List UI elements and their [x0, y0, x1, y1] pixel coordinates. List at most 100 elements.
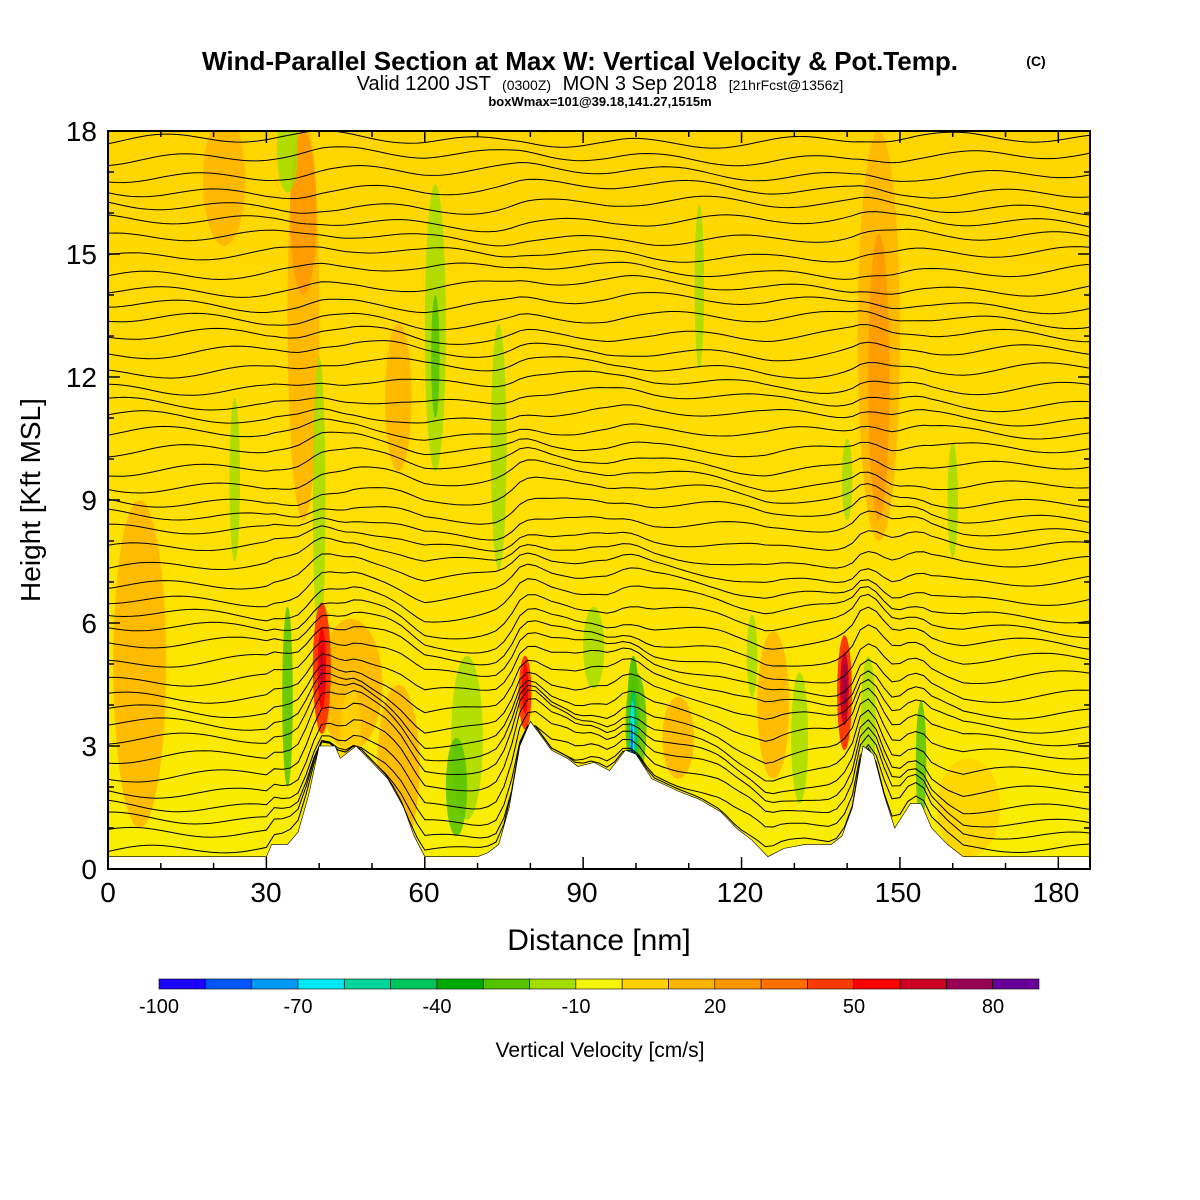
colorbar-swatch — [668, 978, 716, 990]
x-tick-label: 60 — [408, 877, 439, 908]
theta-contour — [108, 228, 1090, 247]
velocity-region — [583, 606, 605, 689]
theta-contour — [108, 525, 1090, 552]
theta-contour — [108, 178, 1090, 200]
colorbar-tick-label: 80 — [982, 996, 1004, 1018]
y-tick-label: 3 — [81, 731, 97, 762]
x-axis-label: Distance [nm] — [507, 924, 690, 957]
theta-contour — [108, 563, 1090, 608]
plot-area — [108, 131, 1090, 869]
colorbar-swatch — [297, 978, 345, 990]
y-tick-label: 18 — [66, 116, 97, 147]
theta-contour — [108, 404, 1090, 427]
theta-contour — [108, 161, 1090, 184]
theta-contour — [108, 356, 1090, 379]
x-axis: 0 30 60 90 120 150 180 Distance [nm] — [100, 877, 1079, 957]
velocity-core — [319, 645, 324, 691]
colorbar-swatch — [899, 978, 947, 990]
velocity-region — [746, 614, 758, 697]
theta-contour — [108, 645, 1090, 704]
y-tick-label: 6 — [81, 608, 97, 639]
theta-contour — [108, 386, 1090, 413]
y-tick-label: 15 — [66, 239, 97, 270]
velocity-region — [282, 606, 293, 787]
colorbar-swatch — [205, 978, 252, 990]
theta-contour — [108, 418, 1090, 441]
velocity-region — [319, 618, 383, 751]
colorbar-swatch — [714, 978, 762, 990]
velocity-region — [936, 758, 1001, 857]
theta-contour — [108, 620, 1090, 668]
terrain — [108, 720, 1090, 869]
theta-contour — [108, 494, 1090, 525]
theta-contour — [108, 671, 1090, 734]
x-tick-label: 180 — [1033, 877, 1080, 908]
chart-title: Wind-Parallel Section at Max W: Vertical… — [202, 46, 958, 76]
theta-contour — [108, 370, 1090, 396]
velocity-region — [203, 131, 246, 246]
velocity-region — [385, 323, 412, 472]
theta-contour — [108, 246, 1090, 263]
y-tick-label: 12 — [66, 362, 97, 393]
theta-contour — [108, 632, 1090, 687]
subtitle-date: MON 3 Sep 2018 — [563, 73, 718, 95]
colorbar-swatch — [807, 978, 855, 990]
chart-box-info: boxWmax=101@39.18,141.27,1515m — [488, 94, 711, 109]
y-axis: 0 3 6 9 12 15 18 Height [Kft MSL] — [15, 116, 97, 885]
theta-contour — [108, 684, 1090, 765]
theta-contour — [108, 689, 1090, 783]
theta-contour — [108, 340, 1090, 362]
colorbar-tick-label: -100 — [139, 996, 179, 1018]
colorbar-swatch — [343, 978, 391, 990]
theta-contour — [108, 310, 1090, 331]
velocity-region — [915, 700, 927, 824]
theta-contour — [108, 292, 1090, 315]
theta-contour — [108, 710, 1090, 815]
colorbar-tick-label: -40 — [423, 996, 452, 1018]
x-tick-label: 30 — [250, 877, 281, 908]
colorbar-swatch — [946, 978, 993, 990]
theta-contour — [108, 476, 1090, 509]
velocity-region — [757, 631, 790, 779]
x-tick-label: 150 — [875, 877, 922, 908]
theta-contours — [108, 131, 1090, 854]
velocity-region — [694, 204, 705, 369]
velocity-region — [791, 672, 809, 804]
theta-contour — [108, 536, 1090, 571]
colorbar-swatch — [621, 978, 669, 990]
theta-contour — [108, 261, 1090, 281]
chart-subtitle: Valid 1200 JST (0300Z) MON 3 Sep 2018 [2… — [357, 73, 844, 95]
colorbar-swatch — [158, 978, 206, 990]
x-tick-label: 90 — [566, 877, 597, 908]
theta-contour — [108, 195, 1090, 216]
colorbar-swatch — [390, 978, 438, 990]
colorbar-swatch — [529, 978, 577, 990]
title-copyright-mark: (C) — [1026, 53, 1045, 69]
velocity-region — [445, 737, 468, 837]
velocity-region — [276, 131, 299, 193]
theta-contour — [108, 211, 1090, 233]
colorbar-swatch — [760, 978, 808, 990]
velocity-region — [312, 356, 326, 644]
colorbar-tick-label: -10 — [562, 996, 591, 1018]
theta-contour — [108, 446, 1090, 477]
theta-contour — [108, 131, 1090, 149]
theta-contour — [108, 274, 1090, 298]
theta-contour — [108, 593, 1090, 640]
colorbar — [158, 978, 1040, 990]
velocity-region — [868, 233, 890, 521]
colorbar-swatch — [482, 978, 530, 990]
velocity-core — [842, 664, 847, 705]
colorbar-swatch — [992, 978, 1040, 990]
y-axis-label: Height [Kft MSL] — [15, 398, 46, 602]
subtitle-valid: Valid 1200 JST — [357, 73, 491, 95]
theta-contour — [108, 724, 1090, 828]
colorbar-tick-label: -70 — [284, 996, 313, 1018]
velocity-field-background — [108, 131, 1090, 869]
colorbar-swatch — [575, 978, 623, 990]
theta-contour — [108, 658, 1090, 720]
theta-contour — [108, 724, 1090, 854]
theta-contour — [108, 459, 1090, 494]
subtitle-utc: (0300Z) — [502, 77, 551, 93]
